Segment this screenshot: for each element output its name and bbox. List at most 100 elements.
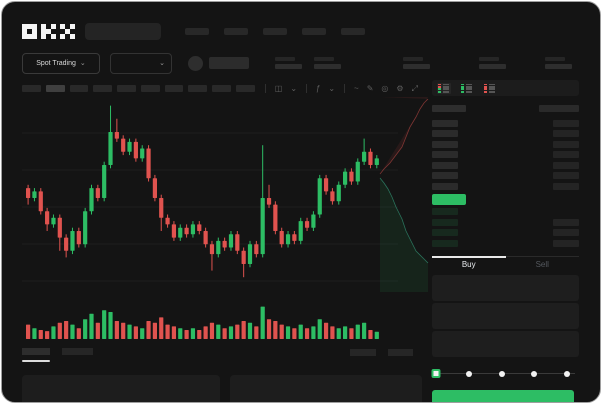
icon-row <box>461 88 473 91</box>
ask-price-placeholder <box>432 151 458 159</box>
candle-body <box>95 188 100 198</box>
search-input[interactable] <box>85 22 161 40</box>
chart-option[interactable] <box>350 349 376 356</box>
chart-tab[interactable] <box>62 348 93 355</box>
volume-bar <box>266 319 272 339</box>
orderbook-ask-row[interactable] <box>432 150 579 161</box>
chevron-down-icon[interactable]: ⌄ <box>328 83 336 93</box>
order-input-field[interactable] <box>432 302 579 329</box>
order-input-field[interactable] <box>432 330 579 357</box>
order-panel: Buy Sell <box>431 80 579 402</box>
settings-icon[interactable]: ⚙ <box>396 83 404 93</box>
timeframe-button[interactable] <box>117 85 136 92</box>
stat-value-placeholder <box>545 64 572 69</box>
price-column-header <box>432 105 466 112</box>
volume-bar <box>254 326 259 339</box>
fullscreen-icon[interactable]: ⤢ <box>411 83 418 93</box>
indicator-icon[interactable]: ƒ <box>315 83 321 93</box>
camera-icon[interactable]: ◎ <box>381 83 389 93</box>
nav-item[interactable] <box>224 27 248 35</box>
orderbook-ask-row[interactable] <box>432 181 579 192</box>
nav-items <box>170 27 365 35</box>
volume-bar <box>330 326 335 339</box>
icon-color-cell <box>438 85 441 88</box>
candle-body <box>374 158 379 165</box>
timeframe-button[interactable] <box>188 85 208 92</box>
orderbook-view-asks-only-icon[interactable] <box>483 83 497 94</box>
orderbook-bid-row[interactable] <box>432 207 579 218</box>
slider-stop[interactable] <box>465 370 472 377</box>
stat-value-placeholder <box>314 64 341 69</box>
nav-item[interactable] <box>341 27 365 35</box>
active-tab-underline <box>22 360 50 362</box>
orderbook-ask-row[interactable] <box>432 160 579 171</box>
candle-body <box>235 234 240 251</box>
orderbook-ask-row[interactable] <box>432 171 579 182</box>
draw-icon[interactable]: ✎ <box>366 83 374 93</box>
nav-item[interactable] <box>263 27 287 35</box>
slider-stop[interactable] <box>531 370 538 377</box>
chart-option[interactable] <box>388 349 413 356</box>
candle-body <box>317 178 322 215</box>
volume-bar <box>336 328 341 339</box>
price-chart[interactable] <box>22 97 432 347</box>
timeframe-button[interactable] <box>212 85 232 92</box>
chart-tab-active[interactable] <box>22 348 50 355</box>
icon-row <box>461 90 473 93</box>
candle-body <box>323 178 329 192</box>
depth-bids-line <box>379 177 429 264</box>
orderbook-bid-row[interactable] <box>432 228 579 239</box>
tab-buy[interactable]: Buy <box>461 259 476 269</box>
orderbook-view-combined-icon[interactable] <box>437 82 451 94</box>
orderbook-ask-row[interactable] <box>432 118 579 129</box>
icon-gray-cell <box>466 90 472 93</box>
order-input-field[interactable] <box>432 274 579 301</box>
candle-body <box>209 244 215 255</box>
volume-bar <box>362 322 367 339</box>
slider-handle[interactable] <box>431 368 441 378</box>
timeframe-button[interactable] <box>93 85 113 92</box>
pair-dropdown[interactable]: ⌄ <box>110 52 172 74</box>
timeframe-button[interactable] <box>140 85 160 92</box>
slider-stop[interactable] <box>498 370 505 377</box>
volume-bar <box>95 322 100 339</box>
slider-stop[interactable] <box>564 370 570 377</box>
pair-name-placeholder <box>209 57 249 69</box>
depth-bids-area <box>380 178 428 292</box>
orderbook-view-bids-only-icon[interactable] <box>460 83 474 94</box>
timeframe-button[interactable] <box>69 85 89 92</box>
orderbook-bid-row[interactable] <box>432 217 579 228</box>
depth-asks-line <box>379 98 429 175</box>
toolbar-divider <box>306 84 307 93</box>
timeframe-button[interactable] <box>45 85 65 92</box>
orderbook-ask-row[interactable] <box>432 129 579 140</box>
volume-bar <box>235 324 240 339</box>
bid-amount-placeholder <box>553 229 579 237</box>
nav-item[interactable] <box>302 27 326 35</box>
amount-slider[interactable] <box>431 368 579 379</box>
timeframe-button[interactable] <box>22 85 41 92</box>
chevron-down-icon[interactable]: ⌄ <box>290 83 298 93</box>
nav-item[interactable] <box>185 27 209 35</box>
tab-sell[interactable]: Sell <box>535 259 549 269</box>
chart-type-icon[interactable]: ◫ <box>274 83 283 93</box>
orderbook-bid-row[interactable] <box>432 238 579 249</box>
volume-bar <box>222 328 227 339</box>
candle-body <box>83 211 88 245</box>
orderbook-ask-row[interactable] <box>432 139 579 150</box>
market-type-dropdown[interactable]: Spot Trading ⌄ <box>22 52 100 74</box>
bid-price-placeholder <box>432 208 458 216</box>
buy-submit-button[interactable] <box>432 389 574 402</box>
line-tool-icon[interactable]: ~ <box>354 83 359 93</box>
okx-logo-letter-O <box>22 23 37 39</box>
volume-bar <box>121 322 126 339</box>
stat-label-placeholder <box>403 57 423 61</box>
candle-body <box>254 244 259 255</box>
orderbook-bids <box>432 207 579 249</box>
ask-price-placeholder <box>432 182 458 190</box>
ask-price-placeholder <box>432 161 458 169</box>
icon-row <box>484 90 496 93</box>
volume-bar <box>298 324 303 339</box>
timeframe-button[interactable] <box>236 85 255 92</box>
timeframe-button[interactable] <box>164 85 184 92</box>
